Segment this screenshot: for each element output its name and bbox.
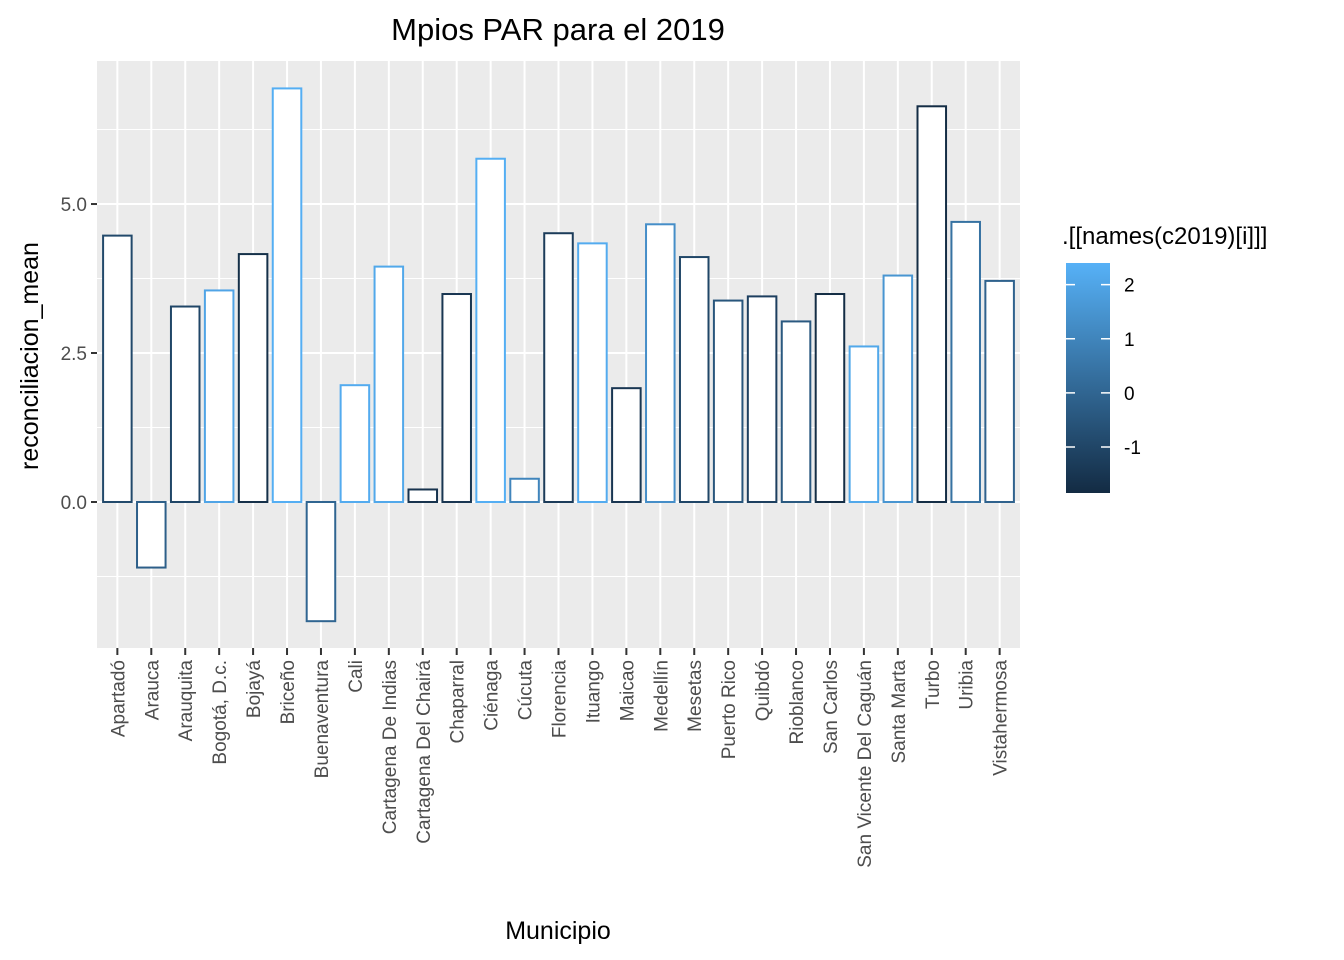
legend-colorbar xyxy=(1066,263,1110,493)
x-tick-label: Rioblanco xyxy=(787,660,808,745)
legend-label: 2 xyxy=(1124,276,1135,297)
x-tick-label: Puerto Rico xyxy=(719,660,740,759)
bar xyxy=(271,87,303,503)
bar xyxy=(136,500,167,569)
bar xyxy=(102,234,133,503)
x-tick-label: Florencia xyxy=(550,660,571,739)
bar xyxy=(916,105,948,503)
bar xyxy=(984,279,1015,503)
x-tick-label: Chaparral xyxy=(448,660,469,743)
x-tick-label: Apartadó xyxy=(108,660,129,737)
x-tick-label: Cali xyxy=(346,660,367,693)
bar xyxy=(509,477,540,503)
bar xyxy=(407,488,439,503)
y-axis-title: reconciliacion_mean xyxy=(16,242,44,470)
x-tick-label: Bojayá xyxy=(244,660,265,719)
legend: .[[names(c2019)[i]]] 2 1 0 -1 xyxy=(1062,223,1267,493)
bar xyxy=(950,220,981,503)
bar xyxy=(305,500,337,623)
x-tick-label: Arauca xyxy=(142,660,163,721)
x-tick-label: San Carlos xyxy=(821,660,842,754)
x-tick-label: Maicao xyxy=(617,660,638,721)
x-tick-label: Vistahermosa xyxy=(991,660,1012,776)
x-tick-label: Turbo xyxy=(923,660,944,709)
bar xyxy=(780,320,812,503)
bar xyxy=(746,295,778,503)
bar xyxy=(203,289,235,503)
x-tick-label: Uribia xyxy=(957,660,978,710)
bar xyxy=(373,265,405,503)
bar xyxy=(543,232,574,503)
x-tick-label: Buenaventura xyxy=(312,660,333,779)
x-tick-label: Cartagena Del Chairá xyxy=(414,660,435,844)
x-tick-label: Mesetas xyxy=(685,660,706,732)
bar xyxy=(475,157,506,503)
plot-area: 0.0 2.5 5.0 Apartadó Arauca Arauquita Bogotá, … xyxy=(61,61,1020,868)
x-tick-label: Ciénaga xyxy=(482,660,503,731)
x-tick-label: Cúcuta xyxy=(516,660,537,721)
bar xyxy=(678,256,710,503)
x-tick-label: Medellín xyxy=(651,660,672,732)
legend-label: -1 xyxy=(1124,438,1141,459)
y-tick-label: 2.5 xyxy=(61,344,87,365)
legend-label: 0 xyxy=(1124,384,1135,405)
legend-title: .[[names(c2019)[i]]] xyxy=(1062,223,1267,250)
x-tick-label: Arauquita xyxy=(176,660,197,742)
bar xyxy=(645,223,676,503)
x-axis-title: Municipio xyxy=(505,917,611,945)
y-tick-label: 0.0 xyxy=(61,493,87,514)
x-tick-label: Bogotá, D.c. xyxy=(210,660,231,765)
chart-title: Mpios PAR para el 2019 xyxy=(391,12,725,47)
y-tick-label: 5.0 xyxy=(61,195,87,216)
bar xyxy=(712,299,744,503)
bar xyxy=(339,384,371,503)
bar xyxy=(882,274,914,503)
x-tick-label: Cartagena De Indias xyxy=(380,660,401,834)
x-tick-label: San Vicente Del Caguán xyxy=(855,660,876,868)
bar xyxy=(848,345,880,503)
legend-label: 1 xyxy=(1124,330,1135,351)
x-tick-label: Briceño xyxy=(278,660,299,724)
bar xyxy=(441,293,472,503)
bar xyxy=(814,293,846,503)
bar xyxy=(611,387,642,503)
x-tick-label: Ituango xyxy=(583,660,604,723)
bar xyxy=(169,305,201,503)
x-tick-label: Quibdó xyxy=(753,660,774,721)
x-tick-label: Santa Marta xyxy=(889,660,910,764)
bar xyxy=(577,242,608,503)
bar xyxy=(237,253,269,503)
